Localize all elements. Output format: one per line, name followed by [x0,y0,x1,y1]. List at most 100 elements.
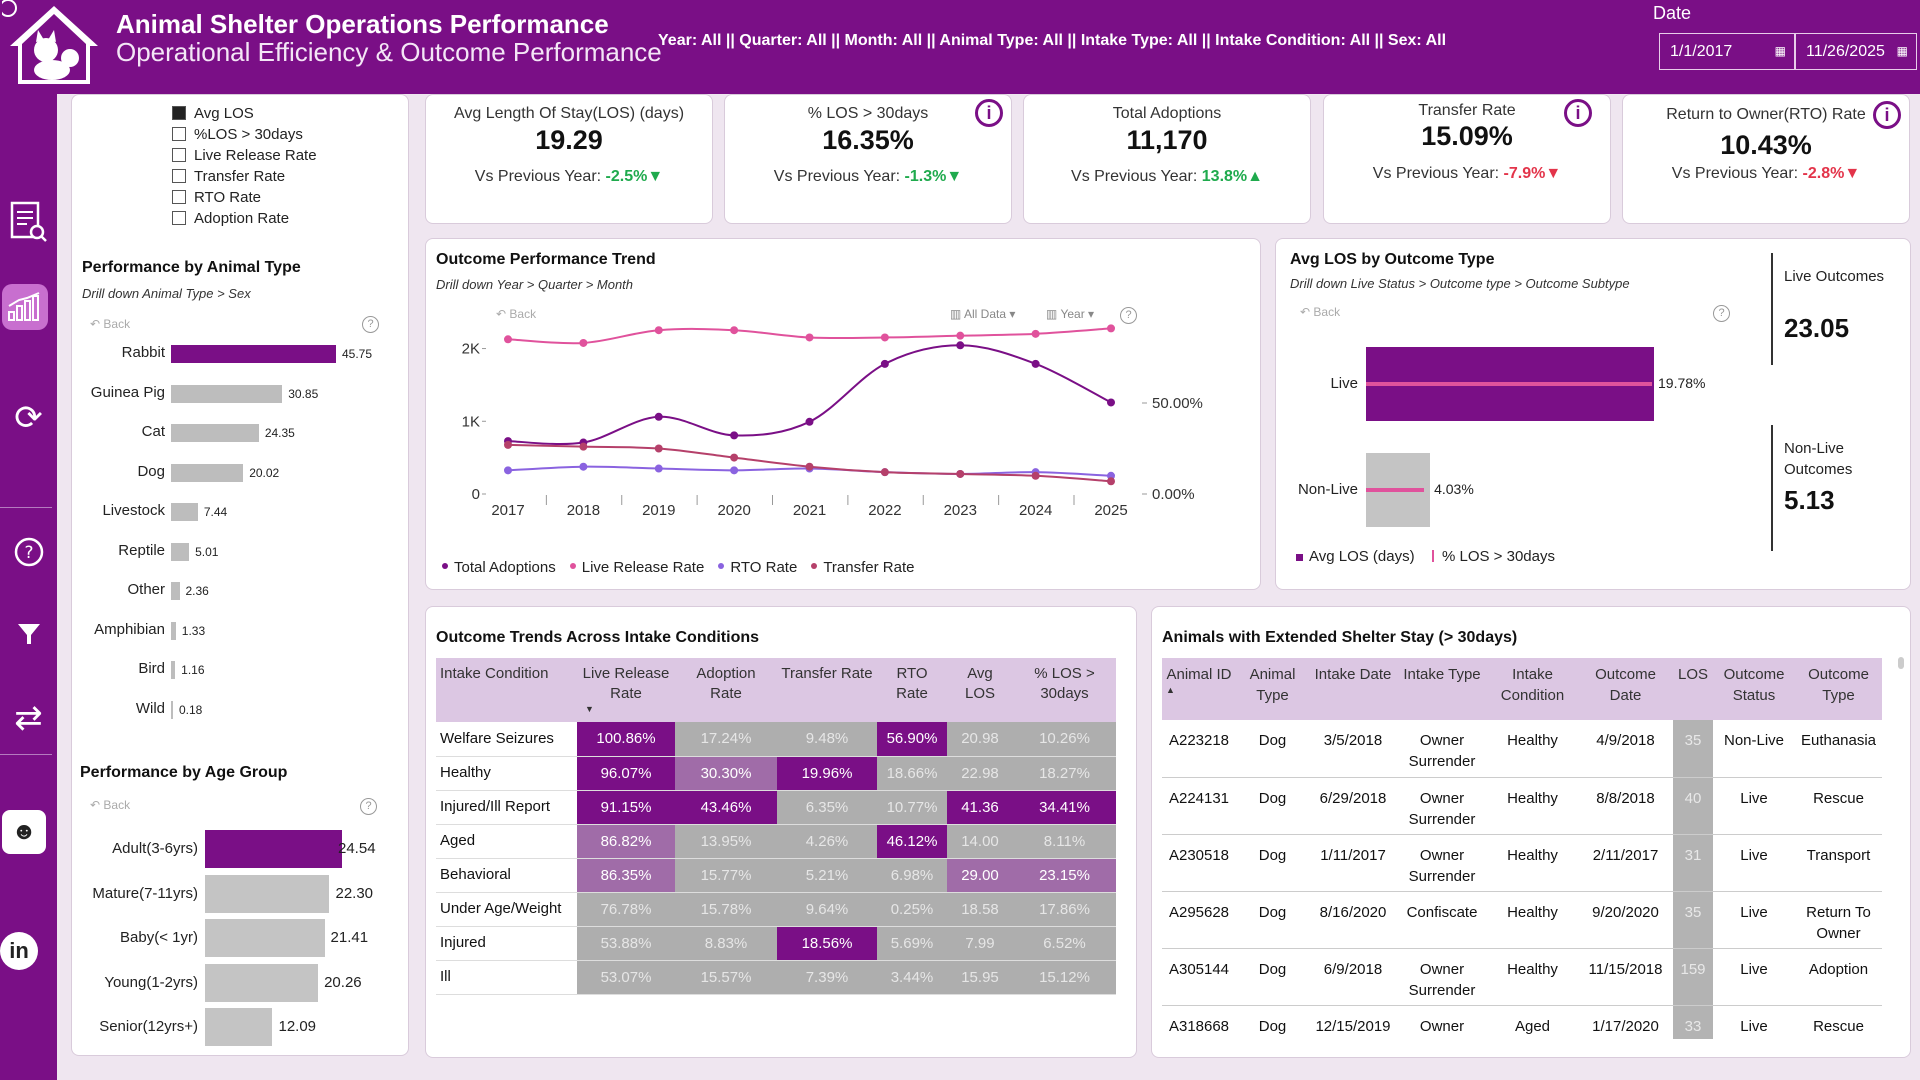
bar[interactable] [171,661,176,679]
column-header[interactable]: Transfer Rate [777,658,877,722]
info-icon[interactable]: i [975,99,1003,127]
legend-item[interactable]: Total Adoptions [442,559,556,576]
refresh-icon[interactable]: ⟳ [14,399,43,437]
report-search-icon[interactable] [0,194,57,250]
checkbox[interactable] [172,106,186,120]
column-header[interactable]: Intake Type [1397,658,1487,720]
data-point[interactable] [579,462,588,471]
data-point[interactable] [805,462,814,471]
bar[interactable] [171,582,180,600]
column-header[interactable]: Intake Condition [1487,658,1578,720]
data-point[interactable] [504,440,512,449]
data-point[interactable] [805,333,814,342]
table-row[interactable]: A224131 Dog 6/29/2018 Owner Surrender Health… [1162,777,1882,835]
data-point[interactable] [1031,329,1040,338]
kpi-card[interactable]: Avg Length Of Stay(LOS) (days) 19.29 Vs Pr… [425,94,713,224]
pct-marker[interactable] [1366,382,1652,386]
bar[interactable] [205,963,319,1002]
metric-option[interactable]: %LOS > 30days [172,126,303,143]
legend-item[interactable]: RTO Rate [718,559,797,576]
data-point[interactable] [504,466,512,475]
back-button[interactable]: ↶ Back [90,317,131,331]
data-point[interactable] [880,468,889,477]
bar[interactable] [205,919,325,957]
checkbox[interactable] [172,148,186,162]
back-button[interactable]: ↶ Back [1300,305,1341,319]
column-header[interactable]: LOS [1673,658,1713,720]
bar[interactable] [171,700,173,719]
date-to-input[interactable]: 11/26/2025 ▦ [1795,33,1917,70]
legend-item[interactable]: Transfer Rate [811,559,914,576]
filter-icon[interactable] [0,606,57,662]
metric-option[interactable]: Transfer Rate [172,168,285,185]
back-button[interactable]: ↶ Back [496,307,537,321]
metric-option[interactable]: Avg LOS [172,105,254,122]
linkedin-icon[interactable]: in [0,932,38,970]
data-point[interactable] [956,469,965,478]
bar[interactable] [171,345,336,363]
table-row[interactable]: Ill 53.07% 15.57% 7.39% 3.44% 15.95 15.12% [436,960,1116,995]
table-row[interactable]: Welfare Seizures 100.86% 17.24% 9.48% 56.90%… [436,722,1116,757]
data-point[interactable] [654,326,663,335]
data-point[interactable] [579,442,588,451]
data-point[interactable] [956,331,965,340]
bar[interactable] [171,384,283,403]
data-point[interactable] [654,444,663,453]
metric-option[interactable]: RTO Rate [172,189,261,206]
bar[interactable] [171,621,176,640]
table-row[interactable]: A318668 Dog 12/15/2019 Owner Aged 1/17/2020 33… [1162,1005,1882,1039]
data-point[interactable] [1107,398,1115,407]
pct-marker[interactable] [1366,488,1425,492]
column-header[interactable]: Live Release Rate ▼ [577,658,675,722]
help-icon[interactable]: ? [1120,307,1137,324]
info-icon[interactable]: i [1873,101,1901,129]
data-point[interactable] [730,453,739,462]
series-line[interactable] [507,344,1112,446]
help-icon[interactable]: ? [1713,305,1730,322]
checkbox[interactable] [172,190,186,204]
bar[interactable] [205,1008,273,1046]
table-row[interactable]: A295628 Dog 8/16/2020 Confiscate Healthy 9/20… [1162,891,1882,949]
bar[interactable] [205,830,342,868]
data-point[interactable] [730,466,739,475]
column-header[interactable]: Avg LOS [947,658,1013,722]
table-row[interactable]: Injured 53.88% 8.83% 18.56% 5.69% 7.99 6.52% [436,926,1116,961]
column-header[interactable]: Outcome Date [1578,658,1673,720]
bar[interactable] [171,503,198,521]
table-row[interactable]: Injured/Ill Report 91.15% 43.46% 6.35% 10.77… [436,790,1116,825]
data-point[interactable] [1107,324,1115,333]
scrollbar[interactable] [1898,657,1904,669]
column-header[interactable]: Animal ID ▲ [1162,658,1236,720]
table-row[interactable]: A230518 Dog 1/11/2017 Owner Surrender Health… [1162,834,1882,892]
chart-page-icon[interactable] [2,284,48,330]
year-button[interactable]: ▥ Year ▾ [1046,307,1095,321]
column-header[interactable]: Intake Condition [436,658,577,722]
column-header[interactable]: Adoption Rate [675,658,777,722]
profile-avatar-icon[interactable]: ☻ [2,810,46,854]
column-header[interactable]: Animal Type [1236,658,1309,720]
data-point[interactable] [504,335,512,344]
data-point[interactable] [880,333,889,342]
data-point[interactable] [730,326,739,335]
column-header[interactable]: Outcome Status [1713,658,1795,720]
checkbox[interactable] [172,127,186,141]
metric-option[interactable]: Adoption Rate [172,210,289,227]
kpi-card[interactable]: % LOS > 30days 16.35% Vs Previous Year: -1… [724,94,1012,224]
table-row[interactable]: Under Age/Weight 76.78% 15.78% 9.64% 0.25% 18… [436,892,1116,927]
help-icon[interactable]: ? [0,524,57,580]
data-point[interactable] [805,417,814,426]
metric-option[interactable]: Live Release Rate [172,147,317,164]
kpi-card[interactable]: Transfer Rate 15.09% Vs Previous Year: -7.… [1323,94,1611,224]
bar[interactable] [171,424,259,442]
checkbox[interactable] [172,169,186,183]
data-point[interactable] [654,464,663,473]
bar[interactable] [205,874,330,913]
data-point[interactable] [654,412,663,421]
data-point[interactable] [1031,359,1040,368]
column-header[interactable]: % LOS > 30days [1013,658,1116,722]
data-point[interactable] [1031,471,1040,480]
kpi-card[interactable]: Total Adoptions 11,170 Vs Previous Year: 1… [1023,94,1311,224]
data-point[interactable] [880,359,889,368]
date-from-input[interactable]: 1/1/2017 ▦ [1659,33,1795,70]
legend-item[interactable]: Live Release Rate [569,559,704,576]
